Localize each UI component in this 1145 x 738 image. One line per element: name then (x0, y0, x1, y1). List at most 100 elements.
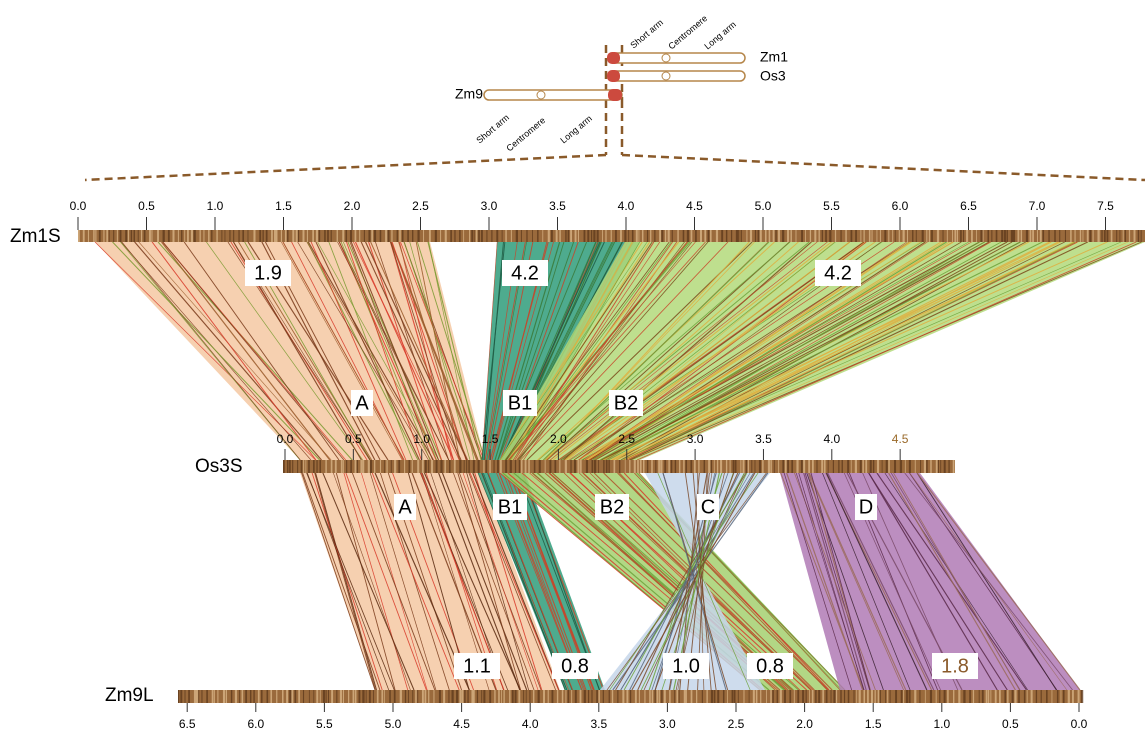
bar-texture (362, 460, 365, 473)
bar-texture (143, 230, 146, 242)
bar-texture (346, 460, 348, 473)
bar-texture (914, 690, 917, 703)
bar-texture (868, 230, 871, 242)
bar-texture (567, 690, 570, 703)
bar-texture (664, 460, 667, 473)
bar-texture (421, 460, 424, 473)
bar-texture (602, 230, 603, 242)
synteny-link (783, 472, 853, 691)
bar-texture (782, 460, 785, 473)
bar-texture (230, 690, 233, 703)
bar-texture (471, 230, 474, 242)
bar-texture (319, 460, 321, 473)
bar-texture (776, 690, 778, 703)
bar-texture (523, 690, 525, 703)
synteny-link (552, 241, 832, 461)
label-box (552, 653, 598, 679)
synteny-link (517, 241, 709, 461)
bar-texture (583, 690, 586, 703)
bar-texture (497, 460, 499, 473)
block-label: C (701, 496, 715, 518)
bar-texture (783, 690, 786, 703)
synteny-link (808, 472, 907, 691)
bar-texture (952, 230, 954, 242)
bar-texture (863, 690, 866, 703)
bar-texture (533, 460, 536, 473)
bar-texture (430, 460, 434, 473)
bar-texture (930, 460, 932, 473)
label-box (351, 390, 373, 416)
bar-texture (313, 460, 315, 473)
bar-texture (772, 690, 774, 703)
bar-texture (994, 690, 997, 703)
bar-texture (611, 690, 614, 703)
bar-texture (881, 460, 883, 473)
bar-texture (924, 690, 926, 703)
synteny-link (311, 472, 383, 691)
bar-texture (368, 690, 371, 703)
bar-texture (464, 690, 466, 703)
synteny-link (282, 241, 405, 461)
bar-texture (912, 230, 914, 242)
bar-texture (396, 230, 398, 242)
synteny-link (631, 472, 756, 691)
arm-label: Centromere (504, 115, 547, 153)
bar-texture (177, 230, 179, 242)
bar-texture (411, 460, 413, 473)
bar-texture (345, 230, 348, 242)
bar-texture (629, 460, 631, 473)
synteny-link (623, 472, 745, 691)
block-label: 4.2 (511, 262, 539, 284)
bar-texture (423, 230, 425, 242)
bar-texture (678, 690, 680, 703)
bar-texture (379, 460, 382, 473)
bar-texture (919, 690, 921, 703)
bar-texture (713, 460, 715, 473)
bar-texture (1137, 230, 1140, 242)
bar-texture (751, 460, 753, 473)
tick-label: 1.0 (933, 717, 950, 731)
label-box (815, 260, 861, 286)
synteny-link (469, 472, 560, 691)
synteny-link (810, 472, 871, 691)
bar-texture (1054, 230, 1056, 242)
tick-label: 2.5 (412, 199, 429, 213)
synteny-link (462, 472, 539, 691)
bar-texture (602, 690, 604, 703)
bar-texture (995, 230, 998, 242)
bar-texture (859, 460, 862, 473)
bar-texture (815, 690, 817, 703)
bar-texture (710, 460, 713, 473)
synteny-link (161, 241, 331, 461)
bar-texture (417, 460, 420, 473)
bar-texture (811, 690, 814, 703)
bar-texture (1042, 230, 1045, 242)
tick-label: 2.5 (728, 717, 745, 731)
synteny-link (346, 241, 422, 461)
bar-texture (935, 460, 938, 473)
bar-texture (624, 460, 626, 473)
synteny-link (291, 241, 404, 461)
bar-texture (620, 230, 622, 242)
synteny-link (602, 241, 1002, 461)
synteny-link (582, 241, 980, 461)
tracks: Zm1S 0.0 0.5 1.0 1.5 2.0 2.5 3.0 3.5 4.0 4.5 5.0 5.5… (10, 199, 1145, 731)
bar-texture (467, 690, 469, 703)
synteny-link (508, 241, 688, 461)
synteny-link (629, 241, 1129, 461)
bar-texture (524, 460, 527, 473)
bar-texture (821, 230, 823, 242)
bar-texture (865, 460, 868, 473)
chromosome-label: Os3 (760, 68, 786, 84)
synteny-link (302, 472, 381, 691)
synteny-link (888, 472, 1016, 691)
synteny-link (611, 241, 1075, 461)
synteny-link (379, 472, 450, 691)
synteny-link (307, 241, 434, 461)
bar-texture (821, 460, 824, 473)
bar-texture (626, 690, 629, 703)
bar-texture (958, 690, 961, 703)
bar-texture (318, 230, 321, 242)
bar-texture (438, 690, 441, 703)
bar-texture (585, 460, 589, 473)
